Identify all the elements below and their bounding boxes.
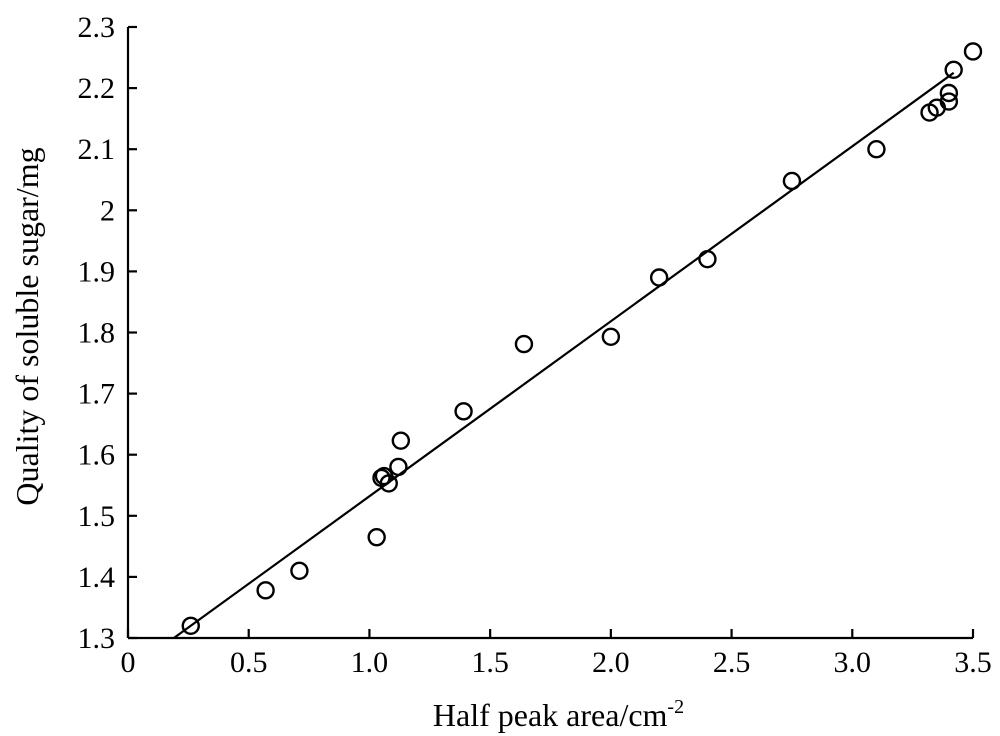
y-tick-label: 1.4: [78, 561, 116, 594]
data-point: [514, 334, 534, 354]
x-axis-title: Half peak area/cm-2: [433, 696, 684, 733]
x-ticks: 0 0.5 1.0 1.5 2.0 2.5 3.0 3.5: [121, 629, 992, 679]
data-point: [391, 431, 411, 450]
data-point: [367, 527, 386, 547]
data-point: [782, 171, 802, 191]
regression-line: [173, 71, 955, 639]
data-point: [454, 402, 473, 421]
x-axis-title-text: Half peak area/cm: [433, 697, 668, 733]
data-point: [939, 92, 959, 111]
fit-line-group: [173, 71, 955, 639]
y-tick-label: 1.9: [78, 255, 116, 288]
y-tick-label: 2: [100, 194, 115, 227]
y-tick-label: 1.3: [78, 622, 116, 655]
data-point: [867, 139, 886, 159]
data-point: [379, 474, 398, 493]
x-tick-label: 3.5: [954, 646, 992, 679]
data-point: [389, 457, 408, 477]
y-tick-label: 1.6: [78, 439, 116, 472]
x-tick-label: 3.0: [834, 646, 872, 679]
x-tick-label: 1.5: [471, 646, 509, 679]
data-point: [181, 616, 200, 635]
y-tick-label: 1.7: [78, 378, 116, 411]
data-point: [698, 249, 717, 269]
data-point: [256, 581, 275, 600]
x-tick-label: 0.5: [230, 646, 268, 679]
data-point: [963, 42, 983, 61]
y-tick-label: 1.5: [78, 500, 116, 533]
data-point: [601, 327, 621, 346]
y-tick-label: 2.1: [78, 133, 116, 166]
x-tick-label: 2.5: [713, 646, 751, 679]
x-tick-label: 1.0: [351, 646, 389, 679]
y-tick-label: 2.2: [78, 72, 116, 105]
data-points: [181, 42, 983, 635]
data-point: [944, 60, 963, 79]
y-tick-label: 1.8: [78, 317, 116, 350]
y-ticks: 1.3 1.4 1.5 1.6 1.7 1.8 1.9 2 2.1 2.2 2.3: [78, 11, 137, 655]
y-axis-title: Quality of soluble sugar/mg: [9, 147, 45, 505]
axes: [126, 27, 973, 640]
data-point: [649, 268, 669, 287]
y-tick-label: 2.3: [78, 11, 116, 44]
x-tick-label: 2.0: [592, 646, 630, 679]
data-point: [290, 561, 309, 580]
x-axis-title-superscript: -2: [667, 696, 684, 718]
x-tick-label: 0: [121, 646, 136, 679]
data-point: [939, 83, 959, 103]
